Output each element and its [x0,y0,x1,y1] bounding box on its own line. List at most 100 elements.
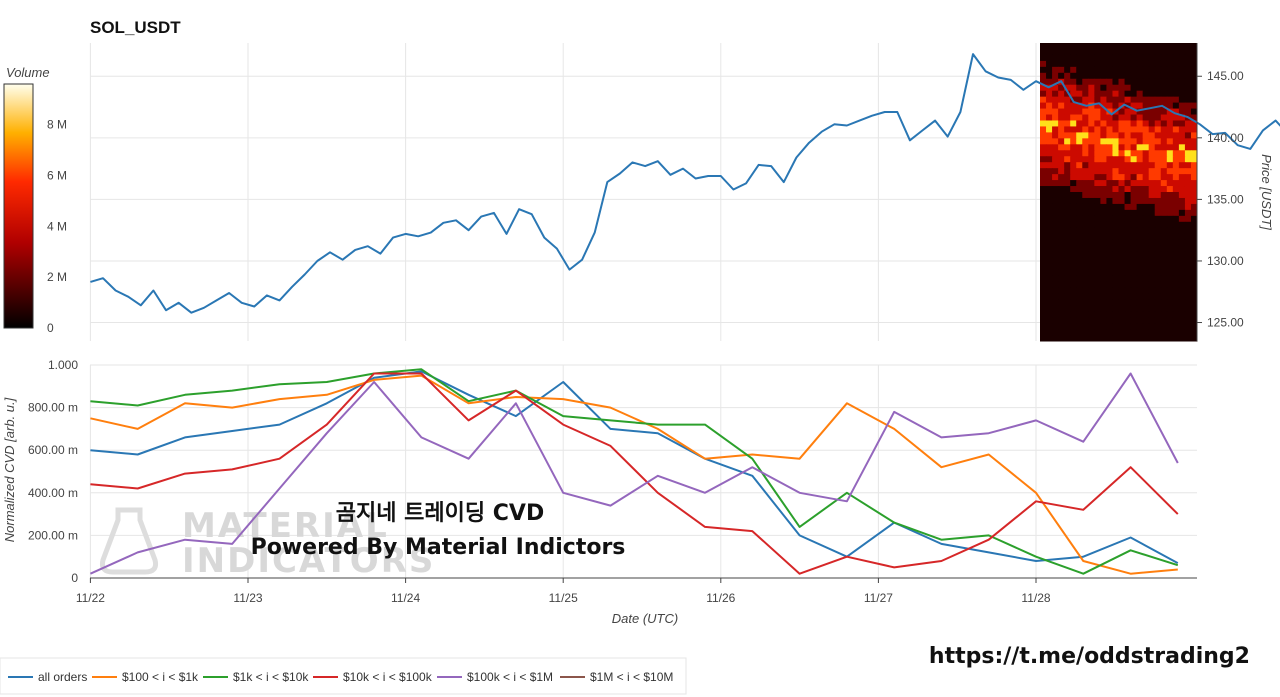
heatmap-cell [1130,257,1138,265]
heatmap-cell [1064,227,1071,235]
heatmap-cell [1190,317,1198,324]
heatmap-cell [1136,197,1144,205]
heatmap-cell [1160,60,1168,68]
heatmap-cell [1052,108,1059,116]
heatmap-cell [1082,60,1089,68]
heatmap-cell [1112,84,1119,92]
heatmap-cell [1106,60,1113,68]
heatmap-cell [1112,257,1119,265]
heatmap-cell [1064,281,1071,288]
legend-label[interactable]: $10k < i < $100k [343,670,433,684]
heatmap-cell [1106,311,1113,318]
heatmap-cell [1082,150,1089,157]
heatmap-cell [1112,120,1119,127]
heatmap-cell [1094,203,1101,211]
heatmap-cell [1160,48,1168,56]
legend-label[interactable]: $1k < i < $10k [233,670,309,684]
heatmap-cell [1160,227,1168,235]
heatmap-cell [1136,114,1144,121]
heatmap-cell [1046,192,1053,199]
heatmap-cell [1178,233,1186,241]
heatmap-cell [1178,311,1186,318]
heatmap-cell [1184,275,1192,282]
heatmap-cell [1040,162,1047,169]
heatmap-cell [1058,299,1065,306]
heatmap-cell [1094,144,1101,151]
colorbar-tick-label: 6 M [47,169,67,183]
legend-label[interactable]: all orders [38,670,87,684]
heatmap-cell [1052,72,1059,80]
heatmap-cell [1118,281,1126,288]
heatmap-cell [1172,72,1180,80]
legend-label[interactable]: $100k < i < $1M [467,670,553,684]
heatmap-cell [1046,54,1053,62]
heatmap-cell [1076,132,1083,139]
heatmap-cell [1190,263,1198,270]
heatmap-cell [1088,90,1095,98]
heatmap-cell [1118,78,1126,86]
heatmap-cell [1142,299,1150,306]
heatmap-cell [1166,156,1174,163]
heatmap-cell [1076,96,1083,104]
heatmap-cell [1130,156,1138,163]
heatmap-cell [1070,102,1077,110]
heatmap-cell [1052,54,1059,62]
colorbar [3,83,34,329]
heatmap-cell [1178,299,1186,306]
heatmap-cell [1052,60,1059,68]
heatmap-cell [1070,215,1077,223]
heatmap-cell [1076,60,1083,68]
heatmap-cell [1094,251,1101,259]
telegram-link[interactable]: https://t.me/oddstrading2 [929,644,1250,669]
heatmap-cell [1118,221,1126,229]
heatmap-cell [1082,48,1089,56]
heatmap-cell [1088,48,1095,56]
heatmap-cell [1094,317,1101,324]
heatmap-cell [1040,192,1047,199]
heatmap-cell [1154,72,1162,80]
legend-label[interactable]: $100 < i < $1k [122,670,199,684]
heatmap-cell [1100,150,1107,157]
legend-label[interactable]: $1M < i < $10M [590,670,673,684]
heatmap-cell [1148,90,1156,98]
heatmap-cell [1058,156,1065,163]
heatmap-cell [1118,48,1126,56]
heatmap-cell [1166,299,1174,306]
heatmap-cell [1190,329,1198,336]
heatmap-cell [1082,174,1089,181]
heatmap-cell [1172,281,1180,288]
heatmap-cell [1082,43,1089,50]
heatmap-cell [1148,192,1156,199]
heatmap-cell [1100,43,1107,50]
heatmap-cell [1106,78,1113,86]
heatmap-cell [1142,60,1150,68]
heatmap-cell [1088,323,1095,330]
cvd-axis-title: Normalized CVD [arb. u.] [2,397,17,542]
heatmap-cell [1148,78,1156,86]
heatmap-cell [1046,90,1053,98]
heatmap-cell [1058,108,1065,116]
heatmap-cell [1076,114,1083,121]
heatmap-cell [1184,263,1192,270]
heatmap-cell [1184,144,1192,151]
heatmap-cell [1136,150,1144,157]
heatmap-cell [1172,197,1180,205]
heatmap-cell [1076,197,1083,205]
heatmap-cell [1100,275,1107,282]
heatmap-cell [1172,174,1180,181]
heatmap-cell [1148,245,1156,253]
heatmap-cell [1094,156,1101,163]
heatmap-cell [1082,221,1089,229]
heatmap-cell [1112,269,1119,276]
heatmap-cell [1052,48,1059,56]
heatmap-cell [1148,305,1156,312]
heatmap-cell [1184,90,1192,98]
heatmap-cell [1070,305,1077,312]
heatmap-cell [1124,43,1132,50]
heatmap-cell [1172,90,1180,98]
heatmap-cell [1064,96,1071,104]
heatmap-cell [1058,281,1065,288]
heatmap-cell [1172,287,1180,294]
heatmap-cell [1166,227,1174,235]
heatmap-cell [1100,192,1107,199]
